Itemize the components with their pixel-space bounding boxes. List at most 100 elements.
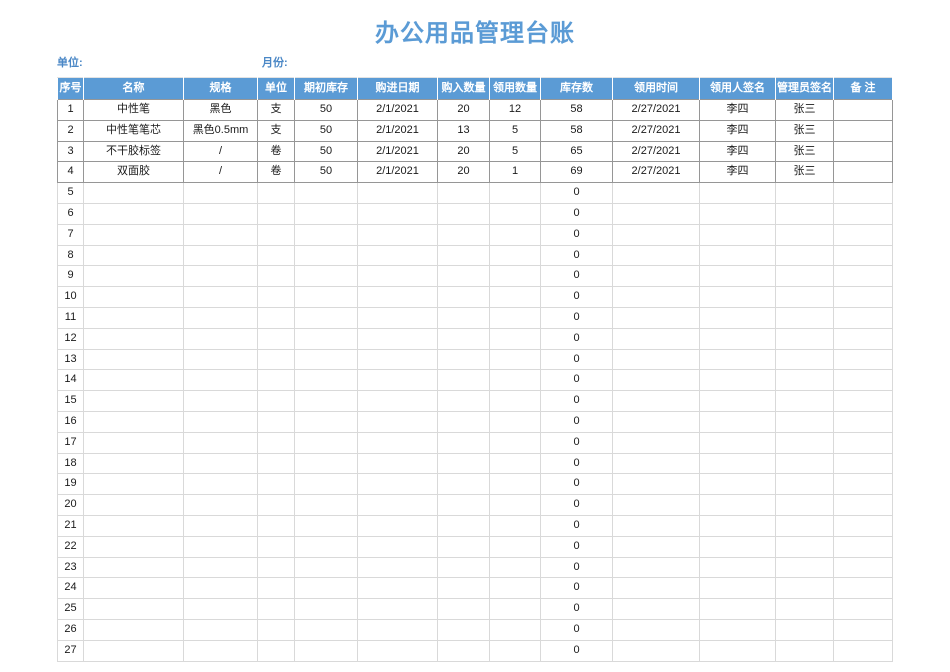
table-cell[interactable]: [437, 556, 490, 579]
table-cell[interactable]: 58: [540, 99, 613, 121]
table-cell[interactable]: [83, 286, 184, 308]
table-cell[interactable]: [83, 577, 184, 600]
table-cell[interactable]: [833, 369, 893, 392]
table-cell[interactable]: [83, 514, 184, 537]
table-cell[interactable]: [612, 473, 700, 496]
table-cell[interactable]: [294, 265, 358, 288]
table-cell[interactable]: [612, 286, 700, 308]
table-cell[interactable]: [612, 535, 700, 558]
table-cell[interactable]: [357, 473, 438, 496]
table-cell[interactable]: [489, 410, 541, 433]
table-cell[interactable]: [699, 223, 776, 246]
table-cell[interactable]: [833, 348, 893, 371]
table-cell[interactable]: [612, 265, 700, 288]
table-cell[interactable]: [83, 182, 184, 204]
table-cell[interactable]: [294, 327, 358, 350]
table-cell[interactable]: [294, 577, 358, 600]
table-cell[interactable]: 0: [540, 286, 613, 308]
table-cell[interactable]: [437, 390, 490, 412]
table-cell[interactable]: [612, 327, 700, 350]
table-cell[interactable]: [489, 452, 541, 475]
table-cell[interactable]: 10: [57, 286, 84, 308]
table-cell[interactable]: [612, 577, 700, 600]
table-cell[interactable]: [437, 327, 490, 350]
table-cell[interactable]: [83, 265, 184, 288]
table-cell[interactable]: [183, 223, 258, 246]
table-cell[interactable]: [257, 452, 295, 475]
table-cell[interactable]: [357, 556, 438, 579]
table-cell[interactable]: [294, 182, 358, 204]
table-cell[interactable]: 12: [489, 99, 541, 121]
table-cell[interactable]: [357, 639, 438, 662]
table-cell[interactable]: [699, 577, 776, 600]
table-cell[interactable]: [83, 202, 184, 225]
table-cell[interactable]: 2/1/2021: [357, 119, 438, 142]
table-cell[interactable]: 21: [57, 514, 84, 537]
table-cell[interactable]: [257, 598, 295, 620]
table-cell[interactable]: [183, 577, 258, 600]
table-cell[interactable]: [489, 556, 541, 579]
table-cell[interactable]: 0: [540, 327, 613, 350]
table-cell[interactable]: [437, 618, 490, 641]
table-cell[interactable]: [183, 369, 258, 392]
table-cell[interactable]: 50: [294, 161, 358, 184]
table-cell[interactable]: [612, 410, 700, 433]
table-cell[interactable]: [699, 494, 776, 516]
table-cell[interactable]: 1: [57, 99, 84, 121]
table-cell[interactable]: [437, 577, 490, 600]
table-cell[interactable]: [437, 244, 490, 267]
table-cell[interactable]: 26: [57, 618, 84, 641]
table-cell[interactable]: 双面胶: [83, 161, 184, 184]
table-cell[interactable]: 8: [57, 244, 84, 267]
table-cell[interactable]: 0: [540, 244, 613, 267]
table-cell[interactable]: [257, 494, 295, 516]
table-cell[interactable]: 0: [540, 182, 613, 204]
table-cell[interactable]: 65: [540, 140, 613, 163]
table-cell[interactable]: 20: [437, 99, 490, 121]
table-cell[interactable]: 50: [294, 140, 358, 163]
table-cell[interactable]: [489, 244, 541, 267]
table-cell[interactable]: [294, 244, 358, 267]
table-cell[interactable]: [833, 514, 893, 537]
table-cell[interactable]: [357, 390, 438, 412]
table-cell[interactable]: [183, 286, 258, 308]
table-cell[interactable]: [775, 556, 834, 579]
table-cell[interactable]: [257, 202, 295, 225]
table-cell[interactable]: [775, 514, 834, 537]
table-cell[interactable]: [489, 327, 541, 350]
table-cell[interactable]: /: [183, 140, 258, 163]
table-cell[interactable]: [612, 202, 700, 225]
table-cell[interactable]: 张三: [775, 99, 834, 121]
table-cell[interactable]: [257, 306, 295, 329]
table-cell[interactable]: [775, 369, 834, 392]
table-cell[interactable]: [612, 514, 700, 537]
table-cell[interactable]: [489, 182, 541, 204]
table-cell[interactable]: [699, 556, 776, 579]
table-cell[interactable]: [294, 390, 358, 412]
table-cell[interactable]: [833, 265, 893, 288]
table-cell[interactable]: [489, 390, 541, 412]
table-cell[interactable]: [183, 639, 258, 662]
table-cell[interactable]: [183, 452, 258, 475]
table-cell[interactable]: [775, 223, 834, 246]
table-cell[interactable]: 0: [540, 265, 613, 288]
table-cell[interactable]: 27: [57, 639, 84, 662]
table-cell[interactable]: [183, 535, 258, 558]
table-cell[interactable]: [775, 244, 834, 267]
table-cell[interactable]: [183, 473, 258, 496]
table-cell[interactable]: 中性笔笔芯: [83, 119, 184, 142]
table-cell[interactable]: [699, 410, 776, 433]
table-cell[interactable]: 3: [57, 140, 84, 163]
table-cell[interactable]: [357, 306, 438, 329]
table-cell[interactable]: [612, 223, 700, 246]
table-cell[interactable]: [183, 598, 258, 620]
table-cell[interactable]: 支: [257, 99, 295, 121]
table-cell[interactable]: [357, 514, 438, 537]
table-cell[interactable]: [294, 494, 358, 516]
table-cell[interactable]: [183, 306, 258, 329]
table-cell[interactable]: [489, 202, 541, 225]
table-cell[interactable]: [699, 244, 776, 267]
table-cell[interactable]: [294, 639, 358, 662]
table-cell[interactable]: 张三: [775, 119, 834, 142]
table-cell[interactable]: [775, 639, 834, 662]
